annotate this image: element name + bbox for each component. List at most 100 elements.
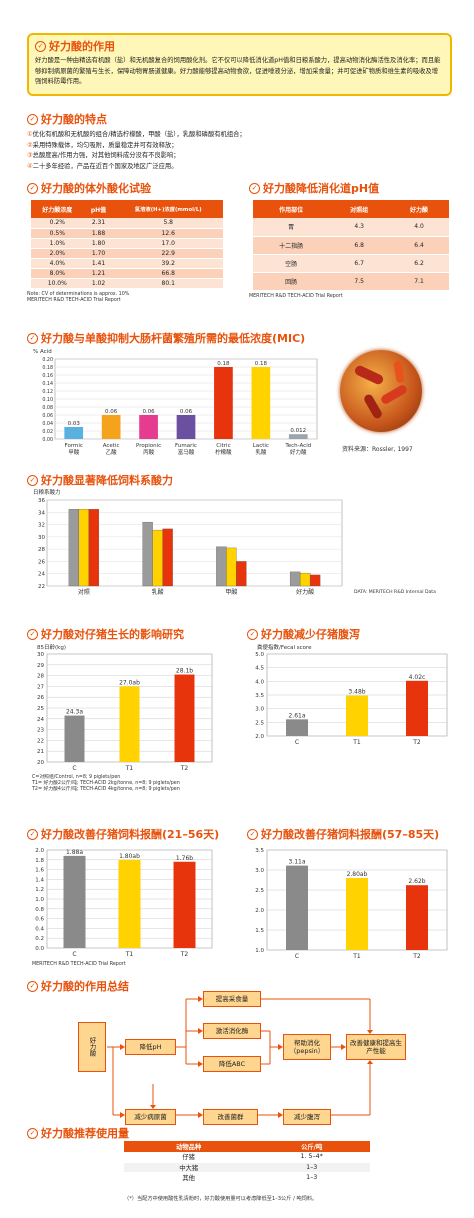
mic-section: ✓ 好力酸与单酸抑制大肠杆菌繁殖所需的最低浓度(MIC) (27, 330, 457, 346)
bar (176, 415, 196, 439)
fcr2-header: ✓ 好力酸改善仔猪饲料报酬(57–85天) (247, 826, 462, 842)
y-tick-label: 1.8 (35, 858, 44, 864)
table-cell: 10.0% (31, 278, 84, 289)
check-icon: ✓ (27, 628, 38, 640)
data-label: 3.48b (348, 689, 365, 696)
table-header-row: 好力酸浓度 pH值 氢溶液(H+)浓度(mmol/L) (31, 200, 223, 218)
gutph-source: MERITECH R&D TECH-ACID Trial Report (249, 293, 343, 299)
y-tick-label: 0.4 (35, 926, 44, 932)
table-cell: 1.70 (83, 248, 114, 259)
table-cell: 空肠 (253, 254, 330, 273)
y-tick-label: 0.08 (42, 405, 53, 411)
data-label: 2.80ab (347, 871, 368, 878)
table-cell: 5.8 (113, 218, 223, 229)
invitro-header: ✓ 好力酸的体外酸化试验 (27, 180, 227, 196)
flow-node-digest: 帮助消化（pepsin） (283, 1034, 331, 1060)
y-tick-label: 0.06 (42, 413, 53, 419)
column-header: 氢溶液(H+)浓度(mmol/L) (113, 200, 223, 218)
x-tick-label: 对照 (78, 588, 90, 596)
bar (288, 434, 308, 439)
bar (162, 528, 173, 587)
data-label: 0.06 (180, 409, 193, 415)
y-tick-label: 1.0 (255, 948, 264, 954)
table-cell: 7.5 (329, 272, 390, 291)
table-row: 8.0% 1.21 66.8 (31, 268, 223, 279)
diarrhea-section: ✓ 好力酸减少仔猪腹泻 (247, 626, 457, 642)
x-tick-label: 好力酸 (290, 448, 307, 456)
growth-note: T2= 好力酸4公斤/吨; TECH-ACID 4kg/tonne, n=8; … (32, 787, 180, 792)
y-axis-label: 日粮系酸力 (33, 488, 61, 496)
growth-note: C=对照组/Control, n=8; 9 piglets/pen (32, 775, 121, 780)
y-tick-label: 3.5 (255, 693, 264, 699)
x-tick-label: T2 (180, 951, 189, 958)
bar (64, 715, 85, 762)
table-cell: 7.1 (389, 272, 449, 291)
gutph-title: 好力酸降低消化道pH值 (263, 182, 380, 195)
y-tick-label: 0.04 (42, 421, 53, 427)
table-cell: 22.9 (113, 248, 223, 259)
check-icon: ✓ (27, 182, 38, 194)
binding-chart: 日粮系酸力 22 24 26 28 30 32 34 36 对照 乳酸 甲酸 好力酸 DATA: MERI… (33, 488, 436, 596)
arrowhead (150, 1105, 156, 1109)
table-cell: 17.0 (113, 238, 223, 249)
table-cell: 胃 (253, 218, 330, 237)
flow-node-feed: 提高采食量 (203, 991, 261, 1007)
bar (346, 878, 368, 950)
y-tick-label: 34 (38, 510, 45, 516)
list-item-text: 优化有机酸和无机酸的组合/精选柠檬酸，甲酸（盐），乳酸和磷酸有机组合； (32, 131, 246, 138)
y-tick-label: 2.5 (255, 888, 264, 894)
table-cell: 6.4 (389, 236, 449, 255)
x-tick-label: Propionic (136, 443, 161, 449)
check-icon: ✓ (27, 980, 38, 992)
table-cell: 1–3 (253, 1172, 370, 1183)
y-tick-label: 0.6 (35, 917, 44, 923)
y-tick-label: 22 (38, 584, 45, 590)
column-header: 对照组 (329, 200, 390, 218)
table-cell: 1–3 (253, 1162, 370, 1173)
bar (139, 415, 158, 439)
bar (286, 865, 308, 950)
flow-node-health: 改善健康和提高生产性能 (346, 1034, 406, 1060)
data-label: 0.06 (142, 409, 155, 415)
dosage-header: ✓ 好力酸推荐使用量 (27, 1125, 457, 1141)
x-tick-label: T1 (352, 739, 361, 746)
data-label: 0.18 (217, 361, 230, 367)
gutph-table: 作用部位 对照组 好力酸 胃 4.3 4.0 十二指肠 6.8 6.4 空肠 6.7 6.2 回肠 7.… (253, 200, 449, 291)
invitro-section: ✓ 好力酸的体外酸化试验 好力酸浓度 pH值 氢溶液(H+)浓度(mmol/L) 0.… (27, 180, 227, 304)
check-icon: ✓ (27, 828, 38, 840)
arrowhead (367, 1030, 373, 1034)
y-axis-label: % Acid (33, 349, 52, 355)
data-label: 0.06 (105, 409, 118, 415)
x-tick-label: Tech-Acid (284, 443, 311, 449)
bar (118, 859, 141, 948)
invitro-table: 好力酸浓度 pH值 氢溶液(H+)浓度(mmol/L) 0.2% 2.31 5.8 0.5… (31, 200, 223, 289)
list-item: ③总酸度高/作用力强，对其他饲料成分没有不良影响； (27, 152, 180, 159)
y-tick-label: 30 (37, 652, 44, 658)
column-header: 好力酸浓度 (31, 200, 84, 218)
x-tick-label: T1 (352, 953, 361, 960)
action-title: 好力酸的作用 (49, 40, 115, 53)
data-label: 2.61a (288, 712, 305, 719)
y-tick-label: 24 (38, 572, 45, 578)
flow-node-start: 好力酸 (78, 1022, 106, 1072)
x-tick-label: 乳酸 (255, 448, 267, 456)
x-tick-label: T2 (180, 765, 189, 772)
data-label: 3.11a (288, 859, 305, 866)
features-header: ✓ 好力酸的特点 (27, 111, 457, 127)
table-row: 空肠 6.7 6.2 (253, 254, 449, 273)
table-cell: 0.5% (31, 228, 84, 239)
column-header: 好力酸 (389, 200, 449, 218)
y-tick-label: 0.10 (42, 397, 53, 403)
table-cell: 66.8 (113, 268, 223, 279)
y-tick-label: 24 (37, 717, 44, 723)
table-row: 十二指肠 6.8 6.4 (253, 236, 449, 255)
action-text: 好力酸是一种由精选有机酸（盐）和无机酸复合的饲用酸化剂。它不仅可以降低消化道pH… (35, 57, 441, 85)
bar (236, 561, 247, 587)
features-title: 好力酸的特点 (41, 113, 107, 126)
invitro-source: MERITECH R&D TECH-ACID Trial Report (27, 297, 121, 303)
list-item-text: 总酸度高/作用力强，对其他饲料成分没有不良影响； (32, 152, 180, 159)
y-tick-label: 0.14 (42, 381, 53, 387)
table-cell: 仔猪 (124, 1152, 254, 1163)
table-cell: 0.2% (31, 218, 84, 229)
